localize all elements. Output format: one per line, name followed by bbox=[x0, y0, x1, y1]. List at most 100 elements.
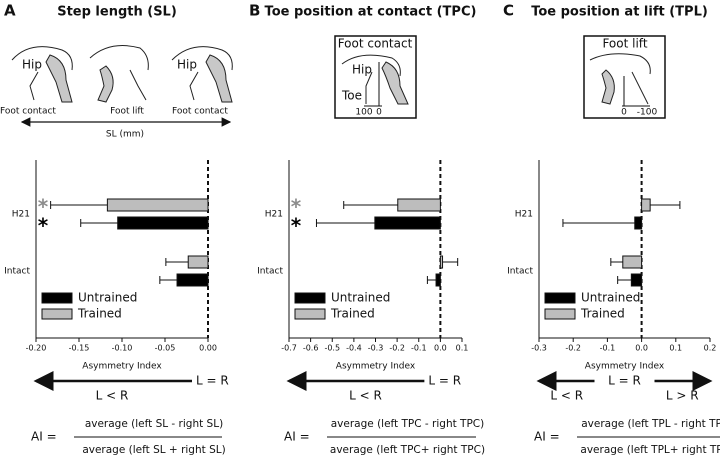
x-tick-label: -0.6 bbox=[303, 344, 319, 353]
error-bar bbox=[315, 219, 375, 227]
error-bar bbox=[159, 276, 178, 284]
error-bar bbox=[165, 258, 189, 266]
legend-label: Trained bbox=[330, 307, 375, 321]
direction-label: L < R bbox=[349, 389, 382, 403]
error-bar bbox=[650, 201, 681, 209]
formula-numerator: average (left TPC - right TPC) bbox=[331, 418, 485, 430]
x-tick-label: -0.20 bbox=[26, 344, 47, 353]
direction-label: L = R bbox=[428, 374, 461, 388]
bar bbox=[435, 273, 441, 287]
legend-swatch bbox=[544, 308, 576, 320]
formula-lhs: AI = bbox=[284, 430, 310, 444]
x-tick-label: 0.00 bbox=[199, 344, 217, 353]
legend-label: Untrained bbox=[78, 291, 137, 305]
label: SL (mm) bbox=[106, 130, 144, 140]
label: 0 bbox=[621, 108, 627, 118]
formula-lhs: AI = bbox=[534, 430, 560, 444]
x-tick-label: 0.1 bbox=[669, 344, 682, 353]
legend-swatch bbox=[544, 292, 576, 304]
x-tick-label: -0.3 bbox=[368, 344, 384, 353]
y-tick-label: Intact bbox=[257, 267, 283, 277]
x-tick-label: 0.0 bbox=[434, 344, 447, 353]
illustration-c: Foot lift 0 -100 bbox=[583, 35, 666, 119]
legend-swatch bbox=[41, 292, 73, 304]
error-bar bbox=[442, 258, 459, 266]
label: Toe bbox=[341, 89, 362, 103]
legend-swatch bbox=[294, 292, 326, 304]
bar bbox=[439, 255, 444, 269]
formula-numerator: average (left SL - right SL) bbox=[85, 418, 223, 430]
label: Foot lift bbox=[110, 107, 144, 117]
x-tick-label: -0.15 bbox=[69, 344, 90, 353]
label: 0 bbox=[376, 108, 382, 118]
label: Foot contact bbox=[0, 107, 56, 117]
label: -100 bbox=[637, 108, 658, 118]
x-tick-label: -0.1 bbox=[411, 344, 427, 353]
y-tick-label: Intact bbox=[507, 267, 533, 277]
x-axis-label: Asymmetry Index bbox=[82, 362, 162, 372]
x-tick-label: 0.0 bbox=[635, 344, 648, 353]
label: Hip bbox=[22, 58, 42, 72]
bar bbox=[106, 198, 209, 212]
formula-denominator: average (left TPC+ right TPC) bbox=[330, 444, 485, 456]
label: 100 bbox=[355, 108, 372, 118]
legend-label: Trained bbox=[77, 307, 122, 321]
caption: Foot contact bbox=[338, 37, 413, 51]
bar bbox=[117, 216, 209, 230]
significance: * bbox=[291, 214, 302, 238]
direction-label: L > R bbox=[666, 389, 699, 403]
error-bar bbox=[50, 201, 108, 209]
direction-label: L < R bbox=[550, 389, 583, 403]
panel-letter: B bbox=[249, 2, 260, 20]
significance: * bbox=[291, 195, 302, 219]
x-tick-label: -0.4 bbox=[346, 344, 362, 353]
bar bbox=[374, 216, 441, 230]
x-tick-label: -0.10 bbox=[112, 344, 133, 353]
significance: * bbox=[38, 195, 49, 219]
illustration-b: Foot contact Hip Toe 100 0 bbox=[334, 35, 417, 119]
significance: * bbox=[38, 214, 49, 238]
panel-letter: A bbox=[4, 2, 16, 20]
illustration-a: Hip Hip Foot contact Foot lift Foot cont… bbox=[0, 45, 233, 140]
legend-label: Trained bbox=[580, 307, 625, 321]
bar bbox=[634, 216, 643, 230]
chart-title: Toe position at contact (TPC) bbox=[265, 5, 477, 20]
bar bbox=[176, 273, 209, 287]
formula-numerator: average (left TPL - right TPL) bbox=[581, 418, 720, 430]
legend-swatch bbox=[294, 308, 326, 320]
label: Hip bbox=[352, 63, 372, 77]
y-tick-label: H21 bbox=[12, 210, 30, 220]
bar bbox=[397, 198, 441, 212]
x-axis-label: Asymmetry Index bbox=[585, 362, 665, 372]
formula-lhs: AI = bbox=[31, 430, 57, 444]
x-axis-label: Asymmetry Index bbox=[336, 362, 416, 372]
direction-label: L = R bbox=[196, 374, 229, 388]
x-tick-label: -0.7 bbox=[281, 344, 297, 353]
x-tick-label: -0.05 bbox=[155, 344, 176, 353]
y-tick-label: H21 bbox=[515, 210, 533, 220]
error-bar bbox=[426, 276, 437, 284]
x-tick-label: -0.1 bbox=[600, 344, 616, 353]
label: Foot contact bbox=[172, 107, 228, 117]
x-tick-label: -0.2 bbox=[389, 344, 405, 353]
y-tick-label: Intact bbox=[4, 267, 30, 277]
formula-denominator: average (left SL + right SL) bbox=[82, 444, 225, 456]
x-tick-label: 0.1 bbox=[456, 344, 469, 353]
bar bbox=[622, 255, 643, 269]
x-tick-label: -0.5 bbox=[324, 344, 340, 353]
chart-title: Toe position at lift (TPL) bbox=[531, 5, 708, 20]
error-bar bbox=[610, 258, 623, 266]
error-bar bbox=[617, 276, 632, 284]
formula-denominator: average (left TPL+ right TPL) bbox=[580, 444, 720, 456]
direction-label: L = R bbox=[608, 374, 641, 388]
x-tick-label: -0.2 bbox=[565, 344, 581, 353]
bar bbox=[630, 273, 643, 287]
x-tick-label: 0.2 bbox=[704, 344, 717, 353]
y-tick-label: H21 bbox=[265, 210, 283, 220]
x-tick-label: -0.3 bbox=[531, 344, 547, 353]
error-bar bbox=[562, 219, 635, 227]
direction-label: L < R bbox=[96, 389, 129, 403]
label: Hip bbox=[177, 58, 197, 72]
panel-letter: C bbox=[503, 2, 514, 20]
